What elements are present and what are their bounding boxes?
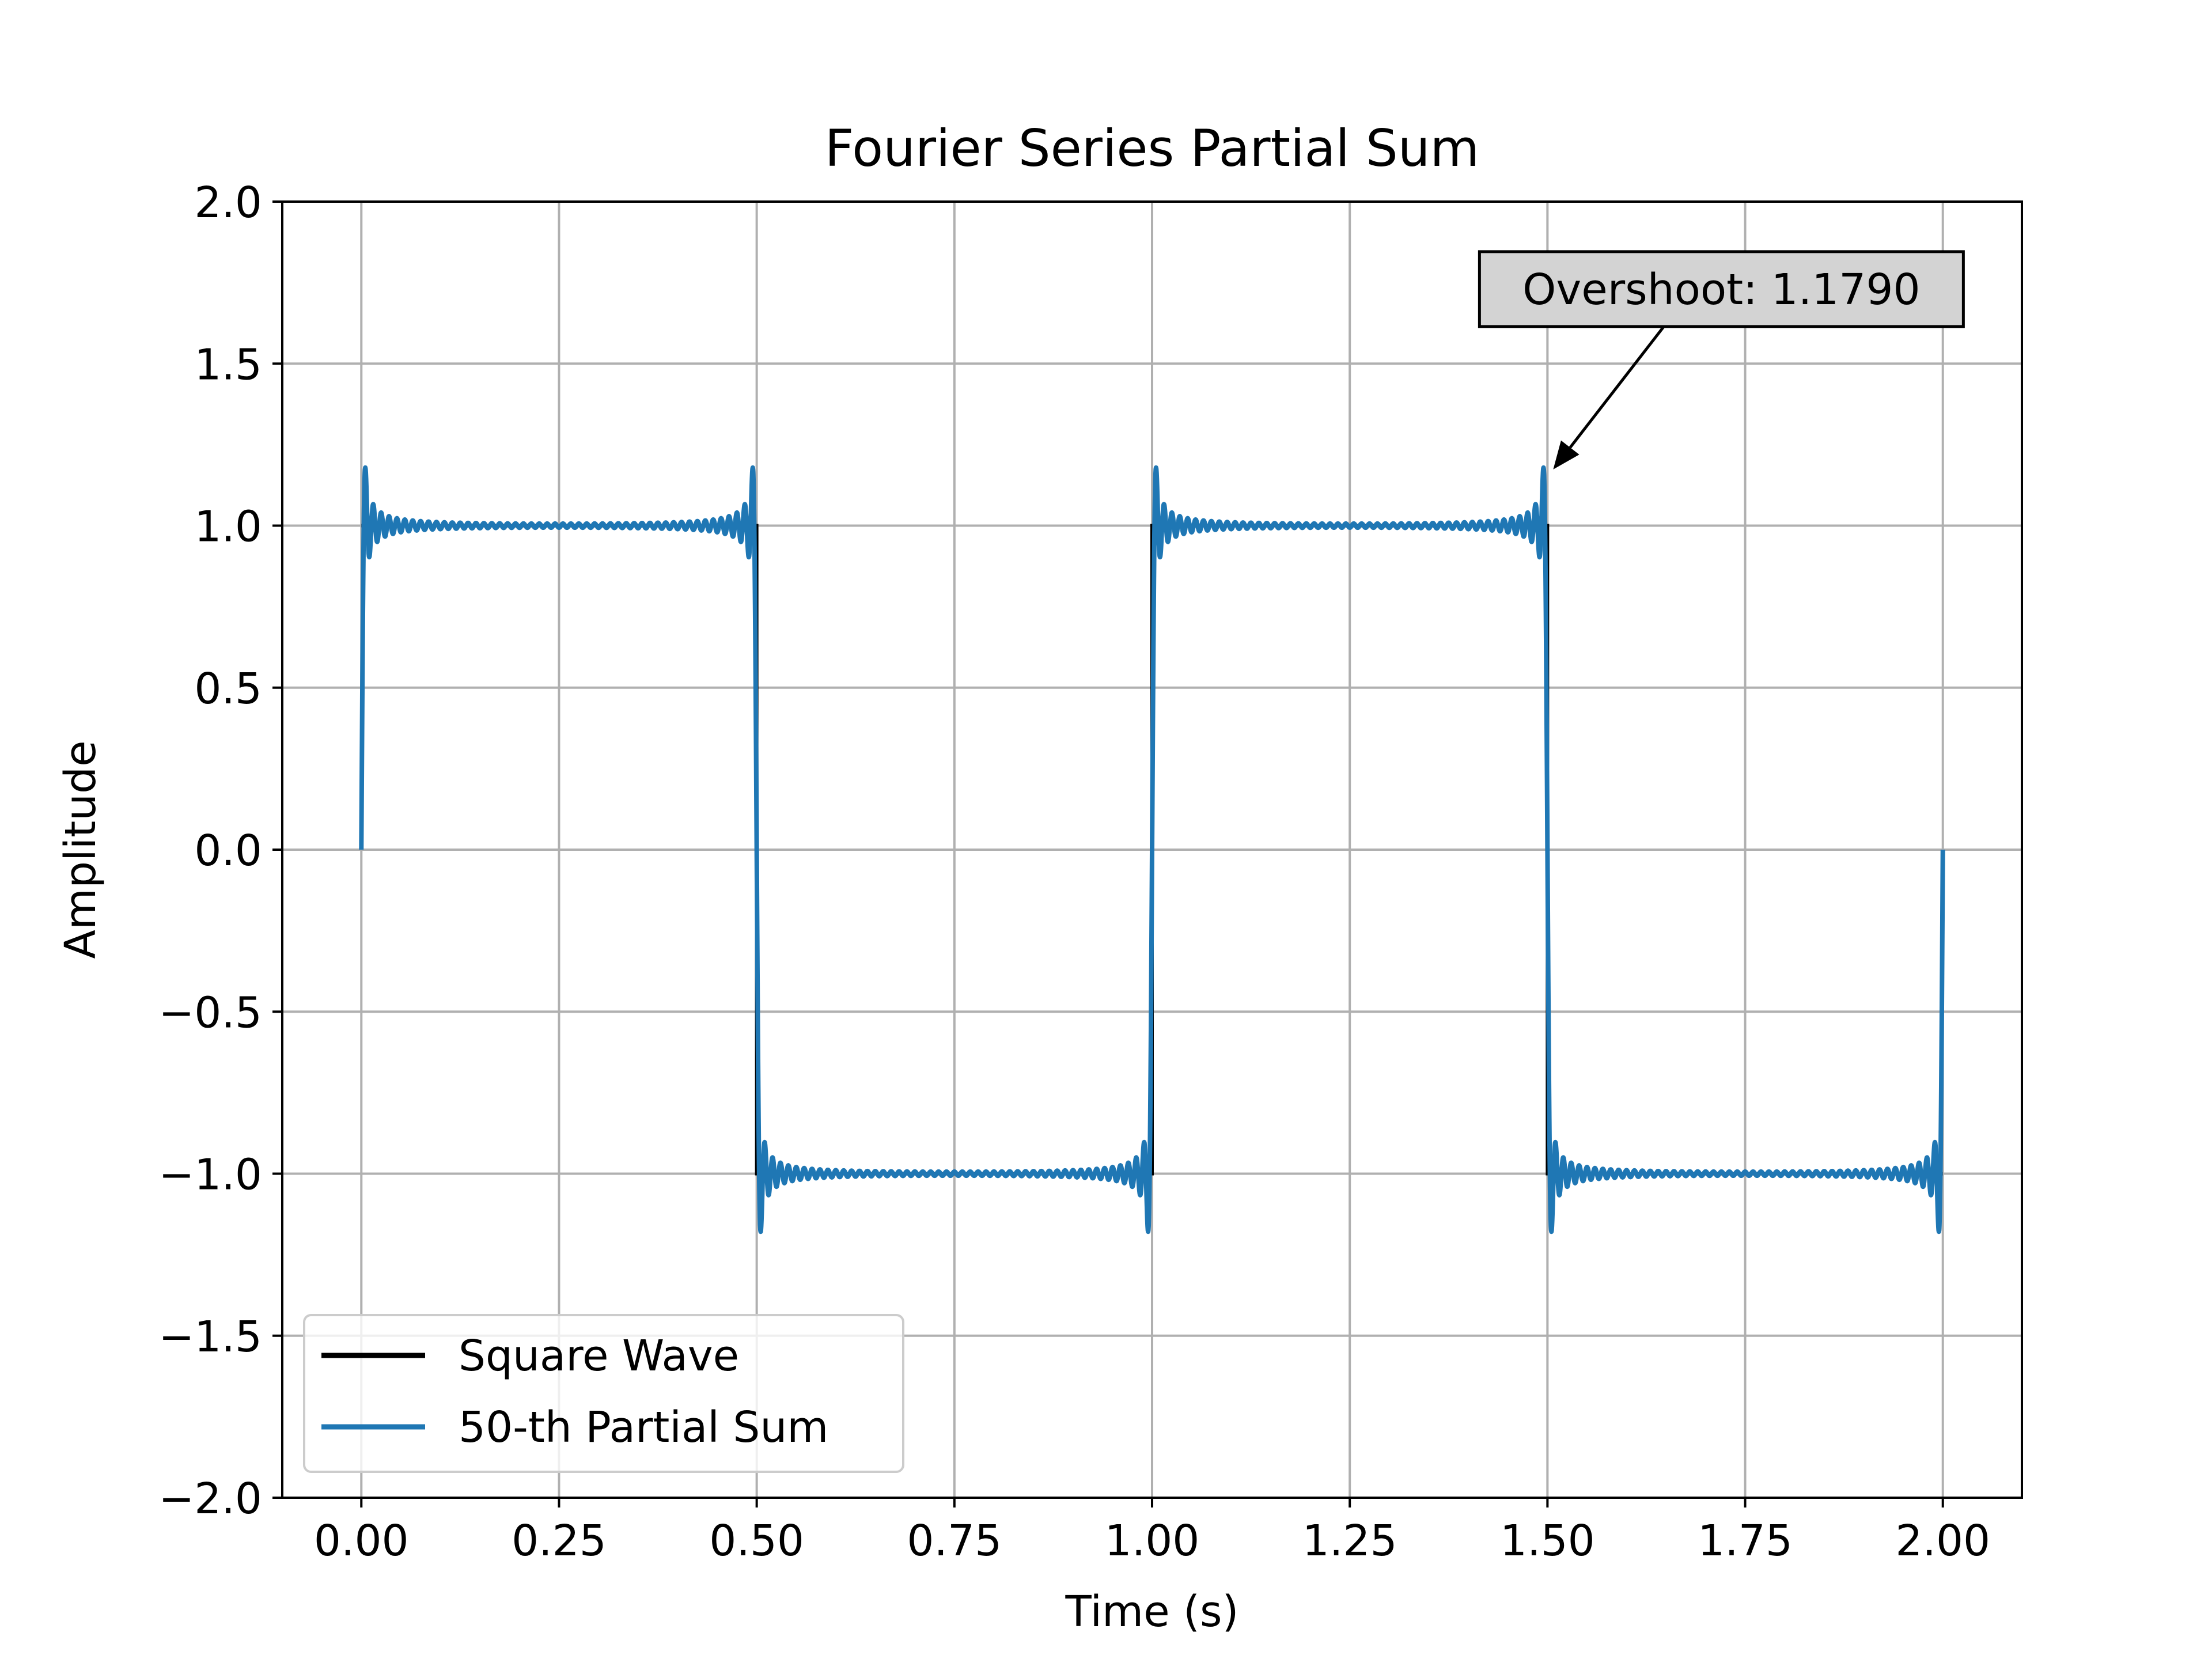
x-tick-label: 0.25 <box>512 1516 607 1566</box>
series-partial-sum <box>359 465 1945 1234</box>
chart-title: Fourier Series Partial Sum <box>825 119 1479 178</box>
y-tick-label: −0.5 <box>158 988 262 1037</box>
x-tick-label: 1.25 <box>1302 1516 1397 1566</box>
x-tick-label: 0.00 <box>314 1516 409 1566</box>
legend: Square Wave 50-th Partial Sum <box>303 1314 904 1473</box>
x-tick-label: 1.50 <box>1500 1516 1595 1566</box>
legend-label-partial-sum: 50-th Partial Sum <box>459 1403 828 1452</box>
y-tick-label: 1.0 <box>194 502 262 552</box>
axis-ticks: 0.00 0.25 0.50 0.75 1.00 1.25 1.50 1.75 2.00 −2.0… <box>158 178 1990 1566</box>
annotation-box <box>1478 250 1965 328</box>
y-tick-label: −1.5 <box>158 1312 262 1362</box>
legend-box <box>303 1314 904 1473</box>
y-tick-label: 1.5 <box>194 340 262 389</box>
y-tick-label: −2.0 <box>158 1474 262 1524</box>
annotation-arrow <box>1569 325 1665 449</box>
annotation: Overshoot: 1.1790 <box>1478 250 1965 469</box>
x-axis-label: Time (s) <box>1065 1587 1239 1637</box>
x-tick-label: 0.75 <box>907 1516 1002 1566</box>
y-tick-label: −1.0 <box>158 1150 262 1200</box>
annotation-arrow-head <box>1553 440 1580 469</box>
plot-area <box>359 465 1945 1234</box>
x-tick-label: 2.00 <box>1895 1516 1990 1566</box>
axes-frame <box>281 200 2023 1499</box>
y-tick-label: 0.5 <box>194 664 262 714</box>
x-tick-label: 1.75 <box>1698 1516 1793 1566</box>
x-tick-label: 1.00 <box>1105 1516 1200 1566</box>
annotation-text: Overshoot: 1.1790 <box>1522 265 1920 315</box>
legend-label-square-wave: Square Wave <box>459 1331 739 1381</box>
x-tick-label: 0.50 <box>709 1516 804 1566</box>
y-axis-label: Amplitude <box>56 740 105 959</box>
y-tick-label: 2.0 <box>194 178 262 228</box>
y-tick-label: 0.0 <box>194 826 262 876</box>
